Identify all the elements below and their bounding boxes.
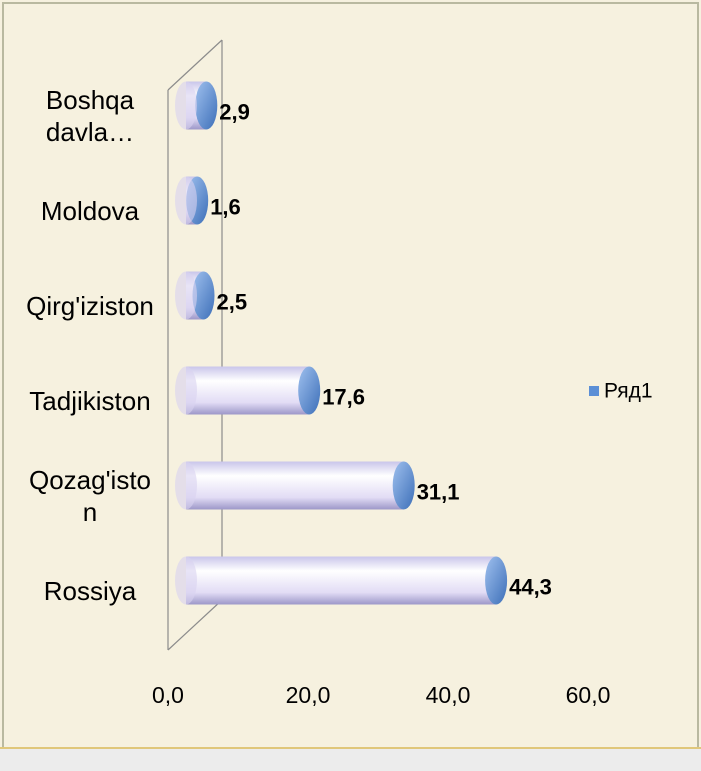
- bar-base: [175, 556, 197, 605]
- value-label: 2,9: [219, 99, 250, 124]
- bar: [186, 366, 310, 415]
- y-tick-label: Moldova: [40, 195, 140, 226]
- bar-base: [175, 461, 197, 510]
- x-tick-label: 20,0: [286, 682, 331, 708]
- wall-edge: [167, 599, 223, 651]
- bar: [186, 556, 497, 605]
- x-tick-label: 60,0: [566, 682, 611, 708]
- x-tick-label: 0,0: [152, 682, 184, 708]
- bar-base: [175, 81, 197, 130]
- value-label: 31,1: [417, 479, 460, 504]
- bar-cap: [485, 556, 508, 605]
- value-label: 44,3: [509, 574, 552, 599]
- y-tick-label: Tadjikiston: [29, 385, 151, 416]
- bar-cap: [392, 461, 415, 510]
- bar-base: [175, 176, 197, 225]
- bar-cap: [195, 81, 218, 130]
- y-tick-label: Boshqa davla…: [45, 84, 135, 147]
- y-tick-label: Qirg'iziston: [26, 290, 154, 321]
- bar-base: [175, 271, 197, 320]
- bar-cap: [192, 271, 215, 320]
- status-strip: [0, 748, 701, 771]
- x-tick-label: 40,0: [426, 682, 471, 708]
- value-label: 17,6: [322, 384, 365, 409]
- y-tick-label: Rossiya: [43, 575, 137, 606]
- wall-edge: [167, 39, 223, 91]
- bar-base: [175, 366, 197, 415]
- value-label: 1,6: [210, 194, 241, 219]
- legend-label: Ряд1: [604, 380, 653, 403]
- bar: [186, 461, 404, 510]
- y-tick-label: Qozag'iston: [28, 464, 152, 527]
- bar-cap: [298, 366, 321, 415]
- value-label: 2,5: [217, 289, 248, 314]
- legend-swatch: [589, 386, 599, 396]
